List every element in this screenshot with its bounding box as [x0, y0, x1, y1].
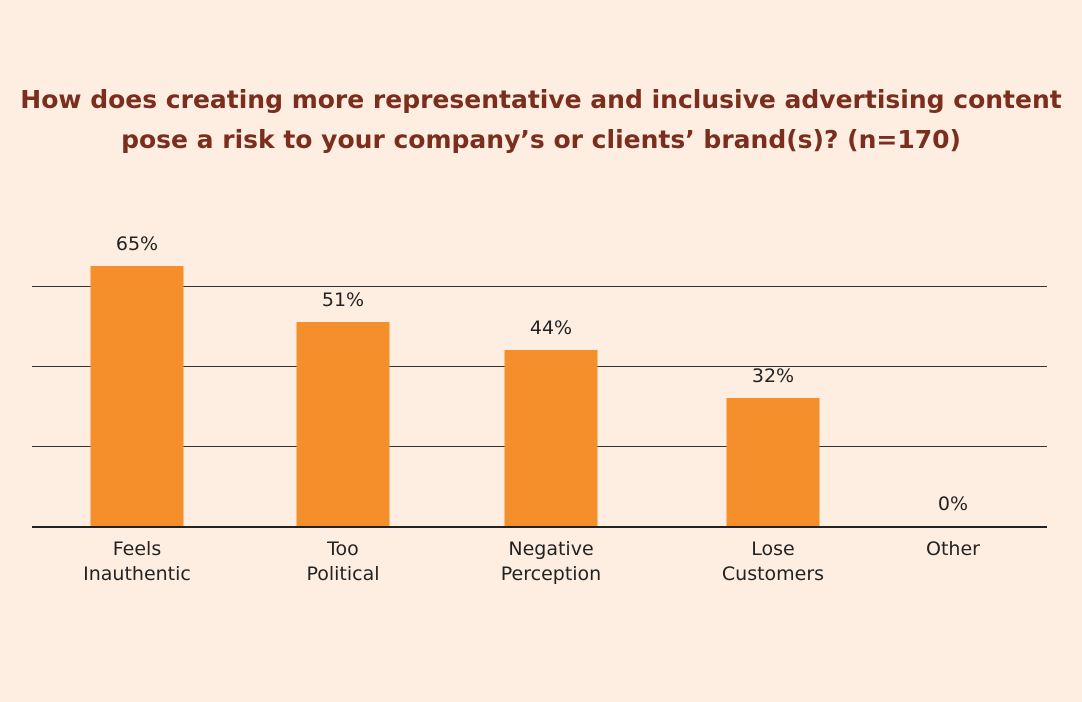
bar-2	[504, 350, 598, 526]
value-label-2: 44%	[530, 317, 572, 339]
bar-3	[726, 398, 820, 526]
category-label-2-1: Perception	[501, 563, 601, 585]
value-label-1: 51%	[322, 289, 364, 311]
category-label-4-0: Other	[926, 538, 980, 560]
category-label-3-1: Customers	[722, 563, 824, 585]
value-label-0: 65%	[116, 233, 158, 255]
chart-title: How does creating more representative an…	[0, 80, 1082, 160]
category-label-0-1: Inauthentic	[83, 563, 191, 585]
value-label-3: 32%	[752, 365, 794, 387]
category-label-3-0: Lose	[751, 538, 794, 560]
value-label-4: 0%	[938, 493, 968, 515]
category-label-1-1: Political	[306, 563, 379, 585]
bar-1	[296, 322, 390, 526]
category-label-2-0: Negative	[508, 538, 593, 560]
chart-title-line-2: pose a risk to your company’s or clients…	[121, 125, 961, 154]
bar-0	[90, 266, 184, 526]
category-label-1-0: Too	[326, 538, 359, 560]
chart-title-line-1: How does creating more representative an…	[20, 85, 1062, 114]
category-label-0-0: Feels	[113, 538, 161, 560]
